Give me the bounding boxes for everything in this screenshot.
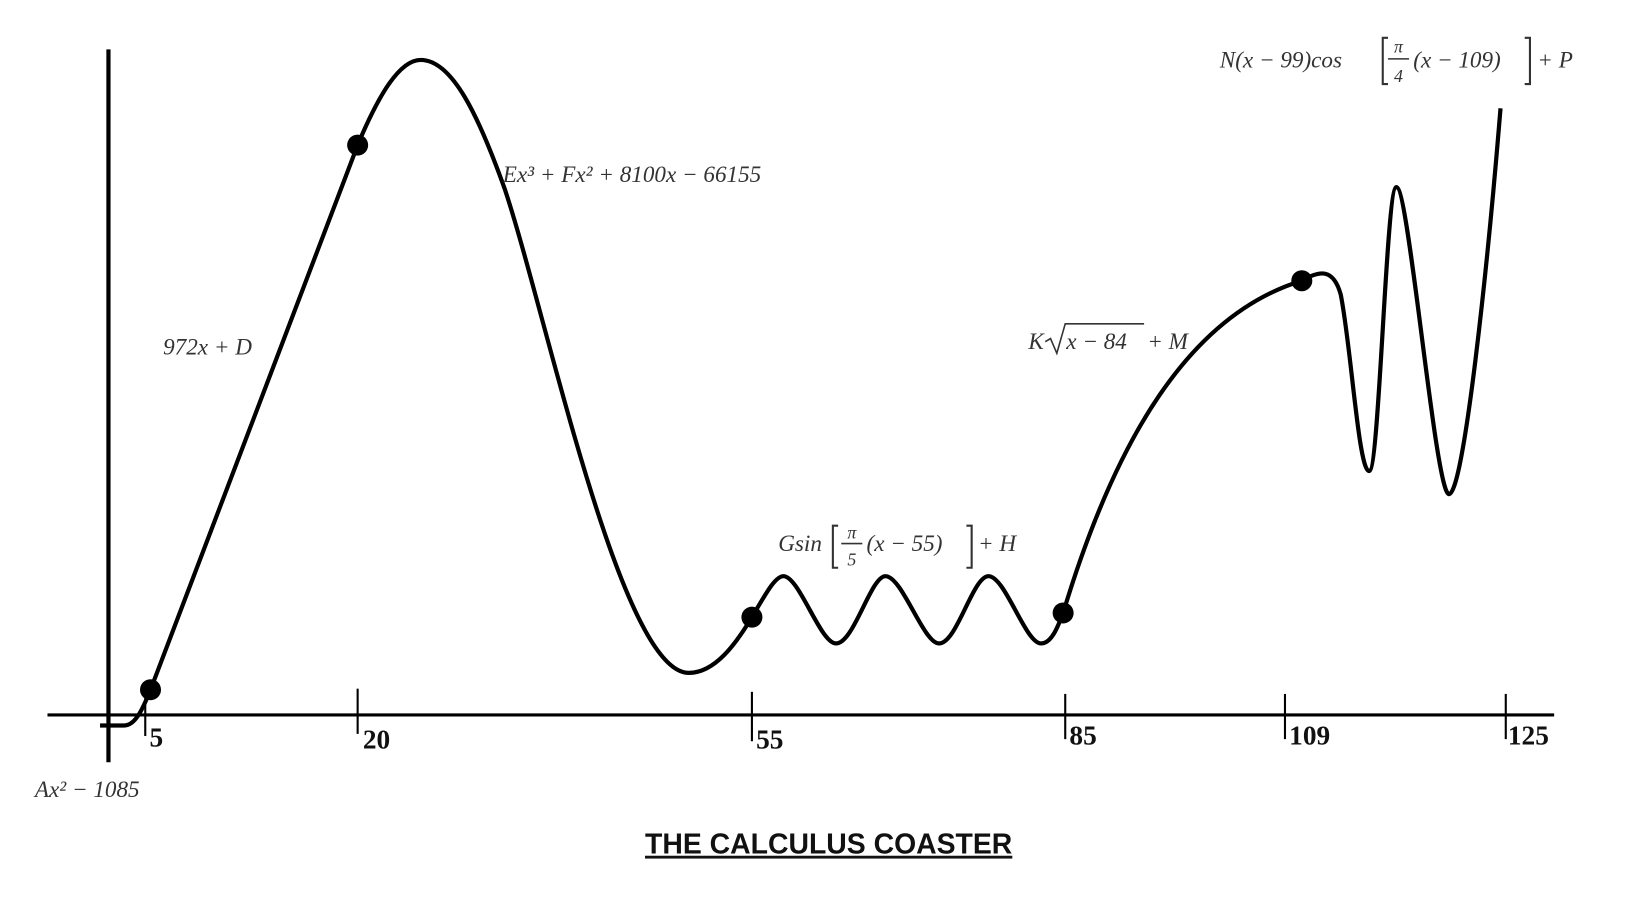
- junction-point: [741, 606, 763, 628]
- equation-part: x − 84: [1065, 329, 1127, 355]
- equation: K x − 84 + M: [1027, 323, 1190, 356]
- equation-part: (x − 109): [1413, 47, 1501, 73]
- equation-part: + H: [978, 531, 1017, 557]
- equation: 972x + D: [163, 334, 252, 360]
- bracket: [1524, 36, 1532, 86]
- tick-label: 85: [1069, 720, 1096, 750]
- tick-label: 109: [1289, 720, 1330, 750]
- bracket: [966, 524, 973, 569]
- equation-part: + M: [1147, 329, 1189, 355]
- bracket: [1381, 36, 1389, 86]
- tick-label: 55: [756, 725, 783, 755]
- equation-part: 4: [1394, 66, 1403, 86]
- equation-part: + P: [1537, 47, 1573, 73]
- equation-part: (x − 55): [867, 531, 943, 557]
- junction-point: [1052, 602, 1074, 624]
- tick-label: 20: [363, 725, 390, 755]
- equation-part: Gsin: [778, 531, 822, 557]
- junction-point: [1291, 270, 1313, 292]
- radical-sign: [1044, 323, 1145, 356]
- equation: Ex³ + Fx² + 8100x − 66155: [502, 162, 761, 188]
- equation-part: 5: [847, 550, 856, 570]
- equation: Ax² − 1085: [33, 777, 140, 803]
- title: THE CALCULUS COASTER: [645, 829, 1012, 861]
- junction-points: [140, 134, 1313, 701]
- junction-point: [347, 134, 369, 156]
- equation-part: N(x − 99)cos: [1219, 47, 1342, 73]
- tick-label: 125: [1508, 720, 1549, 750]
- equation-part: π: [1394, 37, 1404, 57]
- equation-part: π: [847, 522, 857, 542]
- equation: N(x − 99)cos π 4 (x − 109) + P: [1219, 37, 1573, 86]
- equation: Gsin π 5 (x − 55) + H: [778, 522, 1017, 569]
- tick-label: 5: [149, 722, 163, 752]
- equation-part: K: [1027, 329, 1045, 355]
- coaster-track: [100, 57, 1503, 728]
- junction-point: [140, 679, 162, 701]
- bracket: [831, 524, 839, 569]
